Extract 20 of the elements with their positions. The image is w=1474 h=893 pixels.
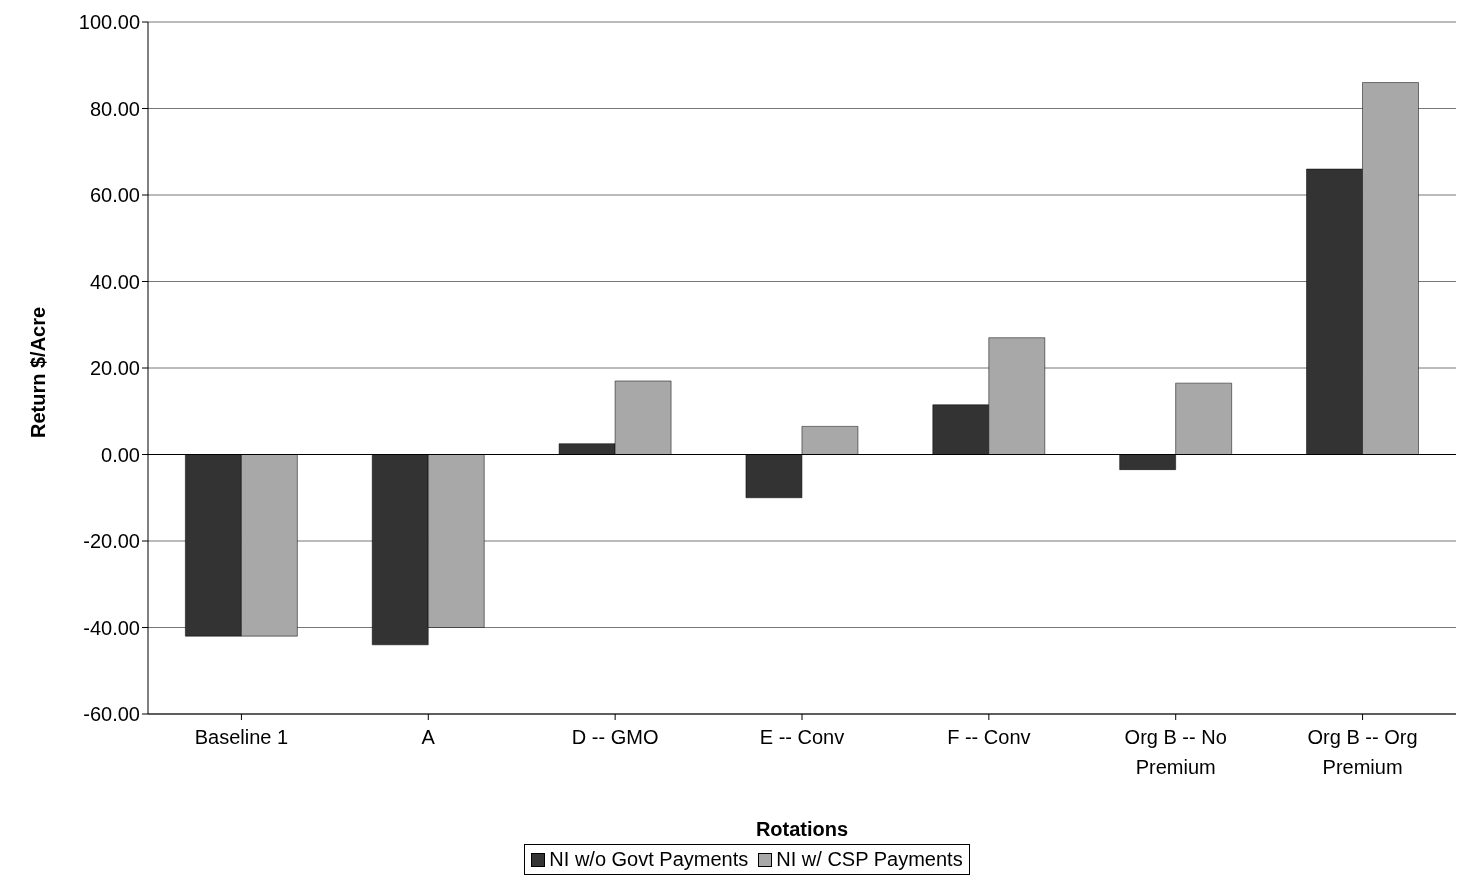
y-tick-label: 0.00 bbox=[101, 443, 140, 466]
x-tick-label: F -- Conv bbox=[947, 726, 1031, 748]
y-tick-label: -40.00 bbox=[83, 616, 140, 639]
x-tick-label: Org B -- No Premium bbox=[1124, 726, 1227, 778]
y-tick-label: 20.00 bbox=[89, 357, 140, 380]
x-tick-label: A bbox=[421, 726, 436, 748]
x-tick-label: Org B -- Org Premium bbox=[1307, 726, 1418, 778]
legend-label: NI w/o Govt Payments bbox=[548, 848, 749, 871]
y-tick-label: 100.00 bbox=[78, 11, 140, 34]
x-tick-label: Baseline 1 bbox=[194, 726, 289, 748]
y-tick-label: 80.00 bbox=[89, 97, 140, 120]
legend-label: NI w/ CSP Payments bbox=[775, 848, 963, 871]
x-tick-label: D -- GMO bbox=[571, 726, 659, 748]
x-tick-label: E -- Conv bbox=[759, 726, 845, 748]
x-axis-title: Rotations bbox=[755, 818, 849, 840]
y-tick-label: -20.00 bbox=[83, 530, 140, 553]
y-axis-title: Return $/Acre bbox=[27, 306, 50, 438]
y-tick-label: -60.00 bbox=[83, 703, 140, 726]
y-tick-label: 60.00 bbox=[89, 184, 140, 207]
y-tick-label: 40.00 bbox=[89, 270, 140, 293]
